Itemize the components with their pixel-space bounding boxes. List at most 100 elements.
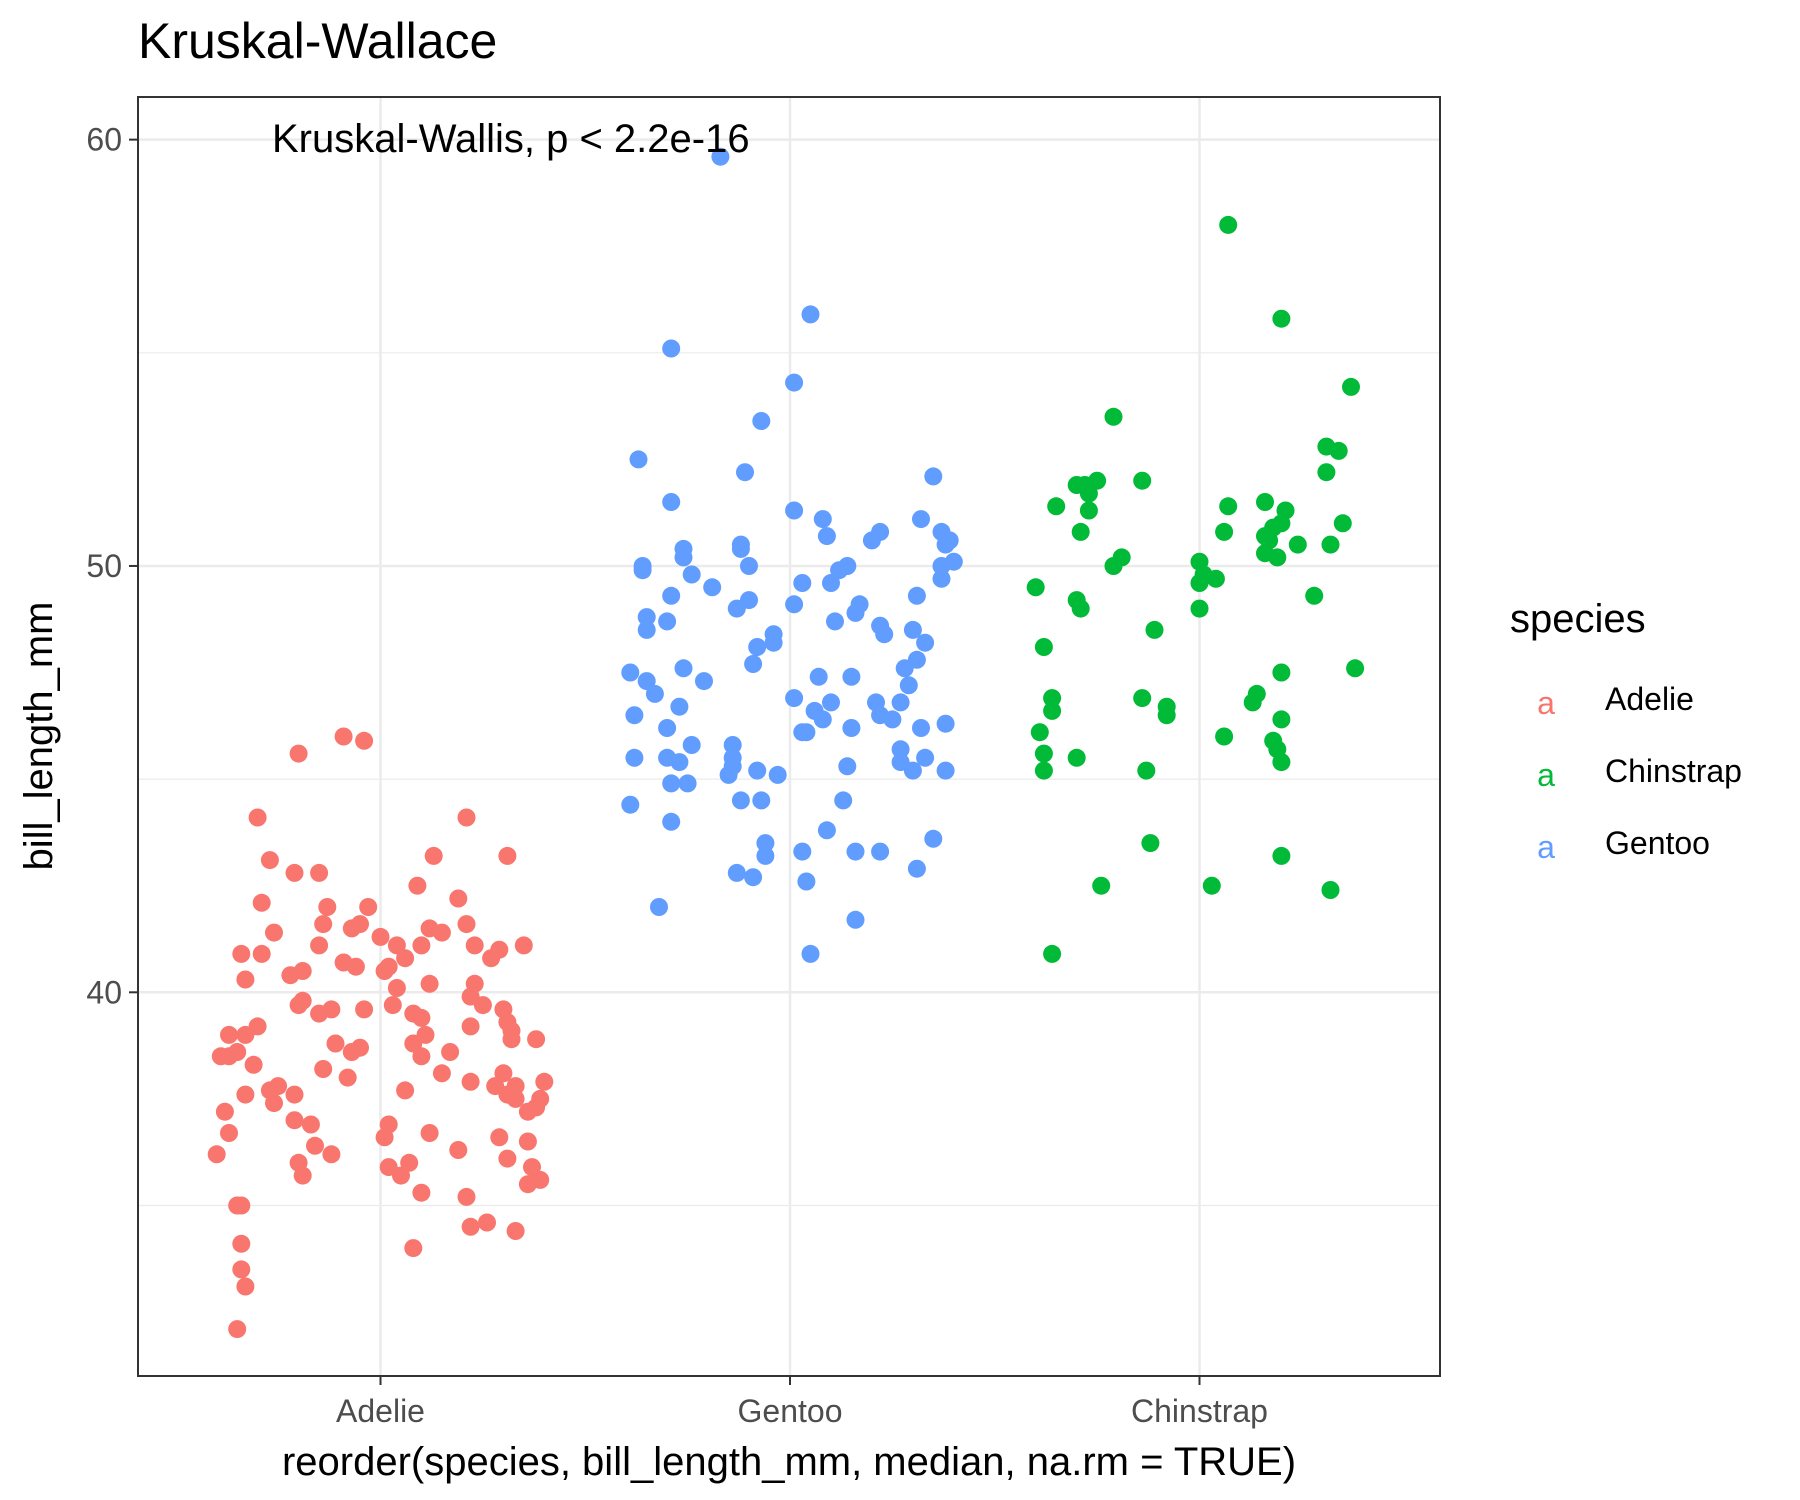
data-point-adelie bbox=[408, 876, 427, 895]
data-point-adelie bbox=[244, 1055, 263, 1074]
data-point-gentoo bbox=[797, 872, 816, 891]
data-point-adelie bbox=[285, 1111, 304, 1130]
data-point-adelie bbox=[457, 808, 476, 827]
data-point-gentoo bbox=[924, 829, 943, 848]
data-point-chinstrap bbox=[1071, 522, 1090, 541]
data-point-adelie bbox=[293, 1166, 312, 1185]
data-point-gentoo bbox=[916, 633, 935, 652]
data-point-adelie bbox=[514, 936, 533, 955]
data-point-gentoo bbox=[826, 612, 844, 631]
data-point-gentoo bbox=[768, 765, 787, 784]
data-point-gentoo bbox=[875, 625, 894, 644]
data-point-gentoo bbox=[793, 842, 812, 861]
legend-label-gentoo: Gentoo bbox=[1605, 825, 1710, 861]
legend-label-chinstrap: Chinstrap bbox=[1605, 753, 1742, 789]
data-point-adelie bbox=[457, 915, 476, 934]
data-point-adelie bbox=[338, 1068, 357, 1087]
data-point-chinstrap bbox=[1034, 744, 1053, 763]
data-point-adelie bbox=[236, 970, 255, 989]
data-point-gentoo bbox=[621, 795, 640, 814]
data-point-adelie bbox=[306, 1136, 324, 1155]
data-point-gentoo bbox=[711, 147, 730, 166]
data-point-adelie bbox=[432, 1064, 451, 1083]
grid-lines bbox=[138, 97, 1440, 1376]
data-point-chinstrap bbox=[1043, 689, 1062, 708]
data-point-gentoo bbox=[932, 569, 951, 588]
data-point-gentoo bbox=[907, 859, 926, 878]
data-point-gentoo bbox=[785, 501, 804, 520]
data-point-chinstrap bbox=[1202, 876, 1221, 895]
data-point-chinstrap bbox=[1043, 944, 1062, 963]
data-point-adelie bbox=[232, 1196, 251, 1215]
data-point-chinstrap bbox=[1206, 569, 1225, 588]
x-tick-label: Adelie bbox=[336, 1393, 425, 1429]
data-point-gentoo bbox=[727, 863, 746, 882]
data-point-gentoo bbox=[658, 612, 677, 631]
data-point-chinstrap bbox=[1079, 501, 1098, 520]
data-point-adelie bbox=[432, 923, 451, 942]
data-point-gentoo bbox=[723, 736, 742, 754]
data-point-adelie bbox=[420, 1124, 439, 1142]
data-point-adelie bbox=[346, 957, 365, 976]
y-tick-label: 60 bbox=[86, 122, 122, 158]
data-point-gentoo bbox=[822, 574, 840, 592]
data-point-adelie bbox=[289, 996, 308, 1015]
data-point-chinstrap bbox=[1272, 663, 1291, 682]
x-axis: Adelie Gentoo Chinstrap bbox=[336, 1376, 1268, 1429]
data-point-adelie bbox=[461, 1017, 480, 1036]
data-point-gentoo bbox=[936, 535, 955, 554]
data-point-adelie bbox=[527, 1030, 546, 1049]
data-point-gentoo bbox=[658, 719, 677, 737]
data-point-gentoo bbox=[637, 620, 656, 639]
data-point-adelie bbox=[285, 863, 304, 882]
data-point-adelie bbox=[449, 1141, 468, 1159]
data-point-gentoo bbox=[936, 761, 955, 780]
data-point-adelie bbox=[506, 1089, 525, 1108]
data-point-gentoo bbox=[727, 599, 746, 618]
data-point-gentoo bbox=[793, 574, 812, 592]
data-point-gentoo bbox=[736, 463, 754, 482]
data-point-gentoo bbox=[842, 719, 861, 737]
data-point-chinstrap bbox=[1272, 710, 1291, 729]
data-point-adelie bbox=[387, 936, 406, 955]
data-point-adelie bbox=[441, 1043, 460, 1061]
x-axis-title: reorder(species, bill_length_mm, median,… bbox=[282, 1440, 1296, 1484]
data-point-gentoo bbox=[703, 578, 722, 597]
data-point-chinstrap bbox=[1219, 215, 1238, 234]
data-point-adelie bbox=[310, 936, 329, 955]
data-point-gentoo bbox=[785, 373, 804, 392]
data-point-gentoo bbox=[748, 761, 767, 780]
chart-title: Kruskal-Wallace bbox=[138, 13, 497, 69]
data-point-gentoo bbox=[801, 305, 820, 324]
data-point-gentoo bbox=[846, 603, 865, 622]
y-tick-label: 50 bbox=[86, 548, 122, 584]
data-point-adelie bbox=[310, 863, 329, 882]
data-point-chinstrap bbox=[1067, 748, 1086, 767]
legend-key-chinstrap: a bbox=[1537, 757, 1555, 793]
data-point-adelie bbox=[396, 1081, 415, 1100]
data-point-gentoo bbox=[916, 748, 935, 767]
data-point-chinstrap bbox=[1133, 471, 1152, 490]
data-point-gentoo bbox=[662, 493, 681, 511]
data-point-gentoo bbox=[625, 748, 644, 767]
y-tick-label: 40 bbox=[86, 974, 122, 1010]
data-point-chinstrap bbox=[1329, 441, 1348, 460]
data-point-adelie bbox=[461, 1072, 480, 1091]
data-point-gentoo bbox=[924, 467, 943, 486]
data-point-chinstrap bbox=[1321, 881, 1340, 899]
data-point-chinstrap bbox=[1333, 514, 1352, 533]
data-point-gentoo bbox=[817, 527, 836, 546]
data-point-adelie bbox=[351, 915, 369, 934]
data-point-adelie bbox=[375, 962, 394, 980]
data-point-gentoo bbox=[752, 791, 771, 810]
data-point-gentoo bbox=[731, 539, 750, 558]
data-point-gentoo bbox=[650, 898, 668, 916]
data-point-gentoo bbox=[801, 944, 820, 963]
data-point-chinstrap bbox=[1190, 599, 1209, 618]
data-point-gentoo bbox=[662, 812, 681, 831]
data-point-gentoo bbox=[637, 672, 656, 691]
data-point-chinstrap bbox=[1141, 834, 1160, 853]
data-point-adelie bbox=[412, 936, 431, 955]
data-point-adelie bbox=[404, 1034, 423, 1053]
data-point-chinstrap bbox=[1256, 493, 1274, 511]
